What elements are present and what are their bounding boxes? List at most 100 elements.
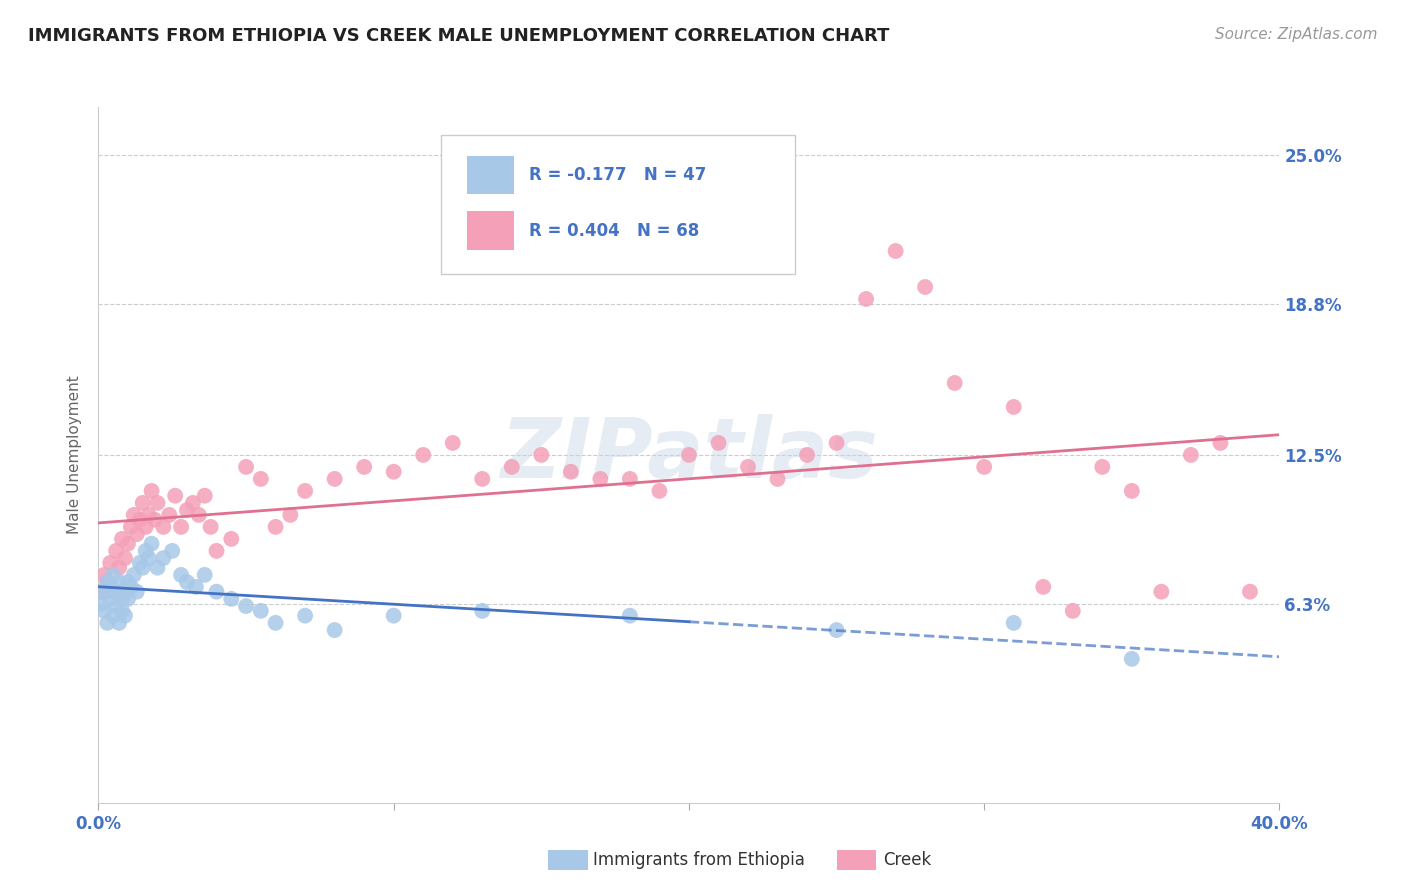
Point	[278, 508, 302, 522]
Text: ZIPatlas: ZIPatlas	[501, 415, 877, 495]
Point	[103, 608, 125, 623]
Point	[648, 483, 671, 498]
Point	[323, 472, 346, 486]
Point	[117, 537, 139, 551]
Point	[108, 575, 131, 590]
Point	[973, 459, 995, 474]
Point	[205, 584, 228, 599]
Point	[501, 459, 523, 474]
Point	[114, 584, 136, 599]
Point	[884, 244, 907, 258]
Point	[125, 584, 148, 599]
Point	[90, 597, 112, 611]
Point	[146, 496, 169, 510]
Point	[1062, 604, 1084, 618]
Point	[184, 580, 207, 594]
Point	[382, 608, 405, 623]
Point	[353, 459, 375, 474]
Point	[103, 584, 125, 599]
Point	[108, 615, 131, 630]
Point	[128, 513, 150, 527]
FancyBboxPatch shape	[467, 156, 515, 194]
Y-axis label: Male Unemployment: Male Unemployment	[67, 376, 83, 534]
Point	[294, 483, 316, 498]
Point	[108, 560, 131, 574]
Point	[1032, 580, 1054, 594]
Point	[943, 376, 966, 390]
Point	[111, 604, 134, 618]
Point	[219, 591, 242, 606]
Point	[114, 551, 136, 566]
Point	[114, 608, 136, 623]
Point	[264, 615, 287, 630]
Point	[93, 567, 115, 582]
Point	[707, 436, 730, 450]
Point	[96, 575, 118, 590]
Point	[105, 544, 128, 558]
Point	[194, 489, 217, 503]
Text: Immigrants from Ethiopia: Immigrants from Ethiopia	[593, 851, 806, 869]
Point	[111, 532, 134, 546]
Point	[619, 608, 641, 623]
Point	[132, 560, 155, 574]
FancyBboxPatch shape	[467, 211, 515, 250]
Point	[1121, 483, 1143, 498]
Point	[146, 560, 169, 574]
FancyBboxPatch shape	[441, 135, 796, 274]
Point	[117, 591, 139, 606]
Point	[125, 527, 148, 541]
Text: IMMIGRANTS FROM ETHIOPIA VS CREEK MALE UNEMPLOYMENT CORRELATION CHART: IMMIGRANTS FROM ETHIOPIA VS CREEK MALE U…	[28, 27, 890, 45]
Point	[105, 599, 128, 613]
Point	[170, 520, 193, 534]
Point	[796, 448, 818, 462]
Point	[138, 508, 160, 522]
Point	[170, 567, 193, 582]
Point	[471, 604, 494, 618]
Point	[1209, 436, 1232, 450]
Point	[530, 448, 553, 462]
Point	[825, 436, 848, 450]
Point	[235, 459, 257, 474]
Point	[1002, 400, 1025, 414]
Point	[194, 567, 217, 582]
Point	[152, 551, 174, 566]
Point	[825, 623, 848, 637]
Text: R = -0.177   N = 47: R = -0.177 N = 47	[530, 166, 707, 185]
Point	[471, 472, 494, 486]
Point	[122, 508, 145, 522]
Point	[1239, 584, 1261, 599]
Text: Source: ZipAtlas.com: Source: ZipAtlas.com	[1215, 27, 1378, 42]
Point	[128, 556, 150, 570]
Point	[152, 520, 174, 534]
Point	[111, 591, 134, 606]
Point	[93, 604, 115, 618]
Point	[619, 472, 641, 486]
Point	[589, 472, 612, 486]
Point	[162, 544, 183, 558]
Point	[235, 599, 257, 613]
Point	[98, 591, 121, 606]
Point	[412, 448, 434, 462]
Point	[120, 580, 142, 594]
Point	[1091, 459, 1114, 474]
Point	[200, 520, 222, 534]
Point	[138, 551, 160, 566]
Point	[135, 544, 157, 558]
Point	[157, 508, 180, 522]
Point	[90, 584, 112, 599]
Point	[93, 584, 115, 599]
Point	[205, 544, 228, 558]
Point	[135, 520, 157, 534]
Point	[176, 503, 198, 517]
Point	[1180, 448, 1202, 462]
Point	[96, 615, 118, 630]
Point	[250, 472, 273, 486]
Point	[294, 608, 316, 623]
Point	[117, 575, 139, 590]
Point	[122, 567, 145, 582]
Point	[560, 465, 582, 479]
Point	[737, 459, 759, 474]
Point	[1150, 584, 1173, 599]
Point	[766, 472, 789, 486]
Point	[323, 623, 346, 637]
